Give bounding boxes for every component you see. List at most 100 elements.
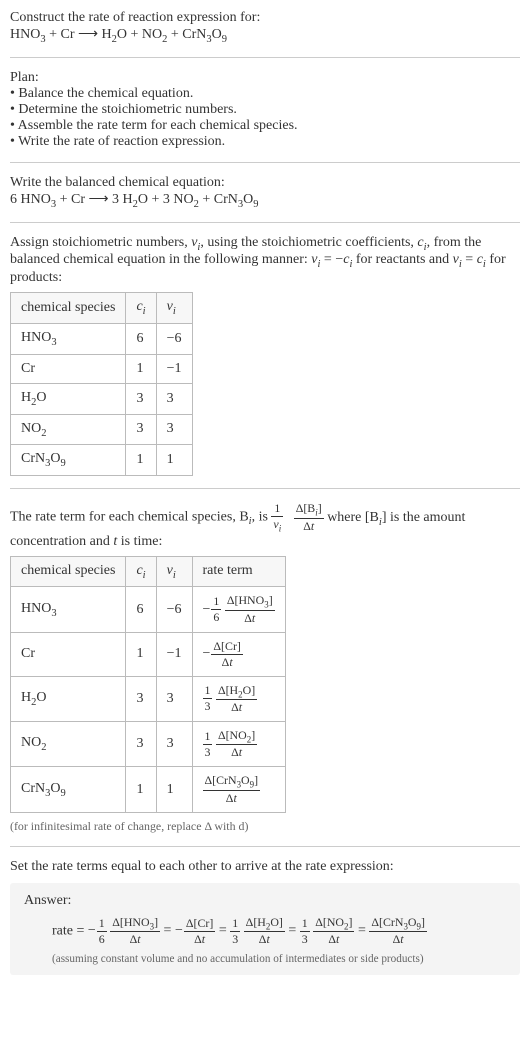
col-nui: νi	[156, 293, 192, 324]
frac-coef: 1νi	[271, 501, 283, 533]
answer-note: (assuming constant volume and no accumul…	[52, 953, 506, 965]
balanced-equation: 6 HNO3 + Cr ⟶ 3 H2O + 3 NO2 + CrN3O9	[10, 191, 520, 210]
cell-nui: −6	[156, 323, 192, 354]
ci-label: ci	[136, 563, 145, 578]
rateterm-text-after: , is	[252, 510, 272, 525]
cell-species: HNO3	[11, 587, 126, 632]
table-row: Cr1−1	[11, 354, 193, 383]
table-row: CrN3O911Δ[CrN3O9]Δt	[11, 767, 286, 812]
cell-nui: 3	[156, 383, 192, 414]
plan-item: • Determine the stoichiometric numbers.	[10, 102, 520, 118]
plan-item: • Balance the chemical equation.	[10, 86, 520, 102]
cell-species: HNO3	[11, 323, 126, 354]
frac-den: Δt	[294, 519, 324, 534]
cell-ci: 1	[126, 354, 156, 383]
col-ci: ci	[126, 556, 156, 587]
frac-den: νi	[271, 517, 283, 533]
plan-item-text: Write the rate of reaction expression.	[18, 134, 225, 149]
cell-nui: 1	[156, 445, 192, 476]
table-row: NO23313 Δ[NO2]Δt	[11, 722, 286, 767]
frac-rate: Δ[Bi]Δt	[294, 501, 324, 533]
answer-label: Answer:	[24, 893, 506, 909]
divider	[10, 488, 520, 489]
assign-block: Assign stoichiometric numbers, νi, using…	[10, 235, 520, 477]
cell-nui: −1	[156, 632, 192, 676]
rateterm-footnote: (for infinitesimal rate of change, repla…	[10, 819, 520, 834]
rate-label: rate =	[52, 923, 88, 938]
cell-ci: 3	[126, 414, 156, 445]
table-row: H2O3313 Δ[H2O]Δt	[11, 676, 286, 721]
cell-nui: 3	[156, 676, 192, 721]
cell-species: CrN3O9	[11, 445, 126, 476]
nui-label: νi	[167, 299, 176, 314]
cell-ci: 3	[126, 722, 156, 767]
col-species: chemical species	[11, 556, 126, 587]
plan-item-text: Determine the stoichiometric numbers.	[18, 102, 237, 117]
stoich-table: chemical species ci νi HNO36−6 Cr1−1 H2O…	[10, 292, 193, 476]
table-row: NO233	[11, 414, 193, 445]
rateterm-text: The rate term for each chemical species,…	[10, 501, 520, 549]
col-rate: rate term	[192, 556, 285, 587]
cell-nui: −6	[156, 587, 192, 632]
cell-ci: 1	[126, 445, 156, 476]
plan-item-text: Balance the chemical equation.	[18, 86, 193, 101]
cell-species: NO2	[11, 722, 126, 767]
balanced-block: Write the balanced chemical equation: 6 …	[10, 175, 520, 210]
frac-num: 1	[271, 501, 283, 517]
col-nui: νi	[156, 556, 192, 587]
cell-rate: −Δ[Cr]Δt	[192, 632, 285, 676]
plan-heading: Plan:	[10, 70, 520, 86]
cell-nui: 3	[156, 722, 192, 767]
cell-nui: −1	[156, 354, 192, 383]
divider	[10, 162, 520, 163]
cell-species: NO2	[11, 414, 126, 445]
table-row: HNO36−6−16 Δ[HNO3]Δt	[11, 587, 286, 632]
cell-nui: 3	[156, 414, 192, 445]
cell-species: Cr	[11, 354, 126, 383]
cell-ci: 1	[126, 767, 156, 812]
table-row: HNO36−6	[11, 323, 193, 354]
cell-ci: 3	[126, 676, 156, 721]
cell-nui: 1	[156, 767, 192, 812]
rateterm-block: The rate term for each chemical species,…	[10, 501, 520, 834]
cell-ci: 1	[126, 632, 156, 676]
answer-box: Answer: rate = −16 Δ[HNO3]Δt = −Δ[Cr]Δt …	[10, 883, 520, 975]
intro-line1: Construct the rate of reaction expressio…	[10, 10, 520, 26]
table-row: H2O33	[11, 383, 193, 414]
nui-label: νi	[167, 563, 176, 578]
cell-ci: 6	[126, 323, 156, 354]
cell-rate: Δ[CrN3O9]Δt	[192, 767, 285, 812]
rate-table: chemical species ci νi rate term HNO36−6…	[10, 556, 286, 813]
table-row: CrN3O911	[11, 445, 193, 476]
cell-species: CrN3O9	[11, 767, 126, 812]
plan-item: • Assemble the rate term for each chemic…	[10, 118, 520, 134]
ci-label: ci	[136, 299, 145, 314]
rateterm-text-before: The rate term for each chemical species,…	[10, 510, 249, 525]
intro-equation: HNO3 + Cr ⟶ H2O + NO2 + CrN3O9	[10, 26, 520, 45]
frac-num: Δ[Bi]	[294, 501, 324, 518]
cell-ci: 3	[126, 383, 156, 414]
cell-rate: 13 Δ[NO2]Δt	[192, 722, 285, 767]
divider	[10, 846, 520, 847]
intro-block: Construct the rate of reaction expressio…	[10, 10, 520, 45]
table-header-row: chemical species ci νi	[11, 293, 193, 324]
answer-rate-line: rate = −16 Δ[HNO3]Δt = −Δ[Cr]Δt = 13 Δ[H…	[52, 915, 506, 947]
divider	[10, 222, 520, 223]
col-species: chemical species	[11, 293, 126, 324]
cell-species: Cr	[11, 632, 126, 676]
plan-item-text: Assemble the rate term for each chemical…	[18, 118, 298, 133]
cell-species: H2O	[11, 676, 126, 721]
plan-block: Plan: • Balance the chemical equation. •…	[10, 70, 520, 150]
cell-species: H2O	[11, 383, 126, 414]
cell-rate: −16 Δ[HNO3]Δt	[192, 587, 285, 632]
final-heading: Set the rate terms equal to each other t…	[10, 859, 520, 875]
divider	[10, 57, 520, 58]
col-ci: ci	[126, 293, 156, 324]
table-row: Cr1−1−Δ[Cr]Δt	[11, 632, 286, 676]
balanced-heading: Write the balanced chemical equation:	[10, 175, 520, 191]
cell-ci: 6	[126, 587, 156, 632]
cell-rate: 13 Δ[H2O]Δt	[192, 676, 285, 721]
plan-item: • Write the rate of reaction expression.	[10, 134, 520, 150]
assign-text: Assign stoichiometric numbers, νi, using…	[10, 235, 520, 287]
table-header-row: chemical species ci νi rate term	[11, 556, 286, 587]
